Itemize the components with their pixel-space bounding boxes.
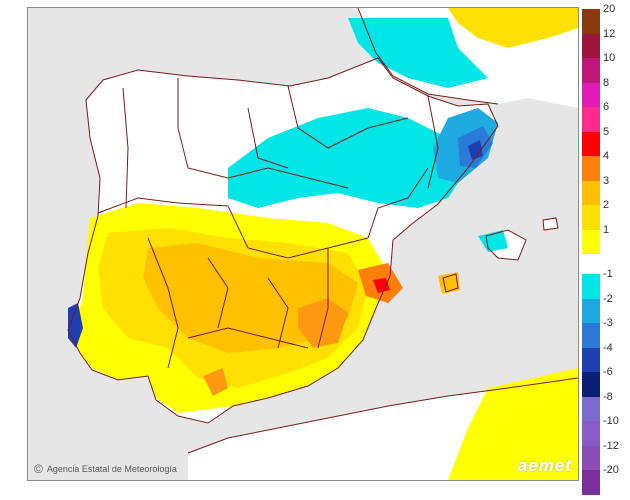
legend-item-positive: 12 <box>582 28 628 58</box>
legend-item-positive: 20 <box>582 3 628 34</box>
legend-swatch <box>582 372 600 397</box>
legend-label: -2 <box>603 292 613 305</box>
legend-swatch <box>582 470 600 495</box>
legend-swatch <box>582 180 600 205</box>
legend-item-positive: 3 <box>582 175 628 205</box>
legend-label: 12 <box>603 27 616 40</box>
legend-label: 1 <box>603 223 610 236</box>
legend-item-positive: 5 <box>582 126 628 156</box>
legend-item-positive: 1 <box>582 224 628 254</box>
country-borders <box>187 8 578 454</box>
menorca <box>543 218 558 230</box>
legend-item-negative: -4 <box>582 342 628 372</box>
legend-swatch <box>582 298 600 323</box>
legend-item-negative: -10 <box>582 415 628 446</box>
anomaly-8 <box>448 8 578 48</box>
legend-swatch <box>582 347 600 372</box>
legend-label: 4 <box>603 150 610 162</box>
legend-label: -4 <box>603 341 613 354</box>
color-legend: 20 12 10 8 6 5 4 3 2 1 -1 -2 -3 -4 -6 -8 -10 -12 -20 <box>582 3 628 495</box>
legend-swatch <box>582 9 600 34</box>
legend-item-positive: 4 <box>582 150 628 181</box>
credit-line: © Agencia Estatal de Meteorología <box>34 462 177 476</box>
legend-label: -10 <box>603 415 619 427</box>
anomaly-map: © Agencia Estatal de Meteorología aemet <box>27 7 579 481</box>
legend-swatch <box>582 421 600 446</box>
legend-item-positive: 2 <box>582 199 628 230</box>
legend-neutral-band <box>582 254 600 274</box>
island-borders <box>442 217 559 293</box>
legend-label: -1 <box>603 268 613 280</box>
legend-item-negative: -20 <box>582 464 628 495</box>
legend-label: -3 <box>603 317 613 329</box>
legend-swatch <box>582 131 600 156</box>
anomaly-10 <box>448 368 578 480</box>
legend-label: 10 <box>603 52 616 64</box>
anomaly-12 <box>348 18 488 88</box>
legend-label: -12 <box>603 439 619 452</box>
aemet-watermark: aemet <box>517 456 572 475</box>
anomaly-17 <box>478 230 508 252</box>
anomaly-15 <box>468 140 483 160</box>
legend-item-negative: -3 <box>582 317 628 348</box>
legend-label: -6 <box>603 366 613 378</box>
legend-label: 3 <box>603 174 610 187</box>
anomaly-7 <box>203 368 228 396</box>
legend-label: -20 <box>603 464 619 476</box>
legend-item-positive: 6 <box>582 101 628 132</box>
legend-swatch <box>582 33 600 58</box>
legend-swatch <box>582 205 600 230</box>
legend-item-negative: -1 <box>582 268 628 299</box>
anomaly-11 <box>228 108 468 208</box>
legend-swatch <box>582 229 600 254</box>
anomaly-6 <box>373 278 390 293</box>
legend-label: 6 <box>603 101 610 113</box>
legend-label: 2 <box>603 199 610 211</box>
legend-swatch <box>582 156 600 181</box>
legend-swatch <box>582 58 600 83</box>
anomaly-4 <box>298 298 348 348</box>
iberia-map-svg <box>67 8 578 480</box>
legend-item-positive: 10 <box>582 52 628 83</box>
legend-swatch <box>582 274 600 299</box>
legend-swatch <box>582 107 600 132</box>
legend-swatch <box>582 323 600 348</box>
legend-label: 5 <box>603 125 610 138</box>
legend-item-negative: -6 <box>582 366 628 397</box>
legend-swatch <box>582 396 600 421</box>
legend-item-positive: 8 <box>582 77 628 107</box>
copyright-icon: © <box>34 462 43 476</box>
legend-label: -8 <box>603 390 613 403</box>
legend-swatch <box>582 82 600 107</box>
legend-item-negative: -8 <box>582 391 628 421</box>
regional-borders <box>67 57 499 424</box>
legend-label: 20 <box>603 3 616 15</box>
credit-text: Agencia Estatal de Meteorología <box>46 464 177 474</box>
legend-label: 8 <box>603 76 610 89</box>
legend-item-negative: -12 <box>582 440 628 470</box>
legend-swatch <box>582 445 600 470</box>
legend-item-negative: -2 <box>582 293 628 323</box>
